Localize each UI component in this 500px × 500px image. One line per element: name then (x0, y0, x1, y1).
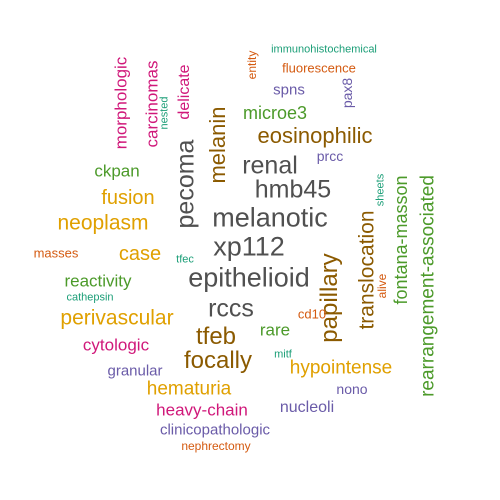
word-spns: spns (273, 81, 305, 99)
word-hmb45: hmb45 (254, 175, 332, 204)
word-ckpan: ckpan (94, 161, 140, 181)
word-reactivity: reactivity (64, 271, 132, 291)
word-nono: nono (336, 381, 368, 397)
word-microe3: microe3 (242, 103, 308, 123)
word-neoplasm: neoplasm (57, 211, 149, 235)
word-heavy-chain: heavy-chain (156, 400, 248, 420)
word-hypointense: hypointense (289, 357, 393, 379)
word-translocation: translocation (355, 210, 379, 330)
word-clinicopathologic: clinicopathologic (159, 421, 271, 439)
word-nested: nested (158, 96, 171, 130)
word-masses: masses (33, 245, 79, 261)
word-granular: granular (107, 362, 163, 380)
word-xp112: xp112 (213, 231, 285, 262)
word-renal: renal (242, 151, 298, 180)
word-rccs: rccs (208, 294, 254, 323)
word-morphologic: morphologic (111, 56, 131, 150)
word-pecoma: pecoma (171, 139, 200, 229)
word-melanotic: melanotic (212, 202, 328, 233)
word-fontana-masson: fontana-masson (391, 175, 411, 305)
word-alive: alive (375, 273, 389, 299)
word-delicate: delicate (176, 64, 193, 120)
word-case: case (118, 243, 162, 265)
word-nucleoli: nucleoli (279, 399, 335, 416)
word-cd10: cd10 (297, 306, 327, 322)
word-fluorescence: fluorescence (282, 60, 356, 76)
word-prcc: prcc (316, 148, 344, 164)
word-nephrectomy: nephrectomy (181, 439, 251, 453)
word-mitf: mitf (274, 348, 292, 361)
word-rare: rare (259, 320, 291, 340)
word-rearrangement-associated: rearrangement-associated (417, 175, 439, 397)
word-tfeb: tfeb (195, 323, 237, 350)
word-cathepsin: cathepsin (66, 291, 114, 304)
word-entity: entity (245, 50, 259, 80)
word-focally: focally (183, 347, 253, 374)
word-papillary: papillary (316, 253, 343, 343)
word-tfec: tfec (176, 253, 194, 266)
word-cytologic: cytologic (82, 335, 150, 355)
word-melanin: melanin (205, 106, 230, 184)
word-perivascular: perivascular (60, 306, 174, 330)
word-sheets: sheets (374, 173, 387, 207)
word-eosinophilic: eosinophilic (257, 123, 373, 148)
word-hematuria: hematuria (146, 378, 232, 400)
word-fusion: fusion (101, 187, 155, 209)
word-pax8: pax8 (339, 77, 355, 109)
word-epithelioid: epithelioid (188, 262, 310, 293)
word-immunohistochemical: immunohistochemical (271, 43, 377, 56)
